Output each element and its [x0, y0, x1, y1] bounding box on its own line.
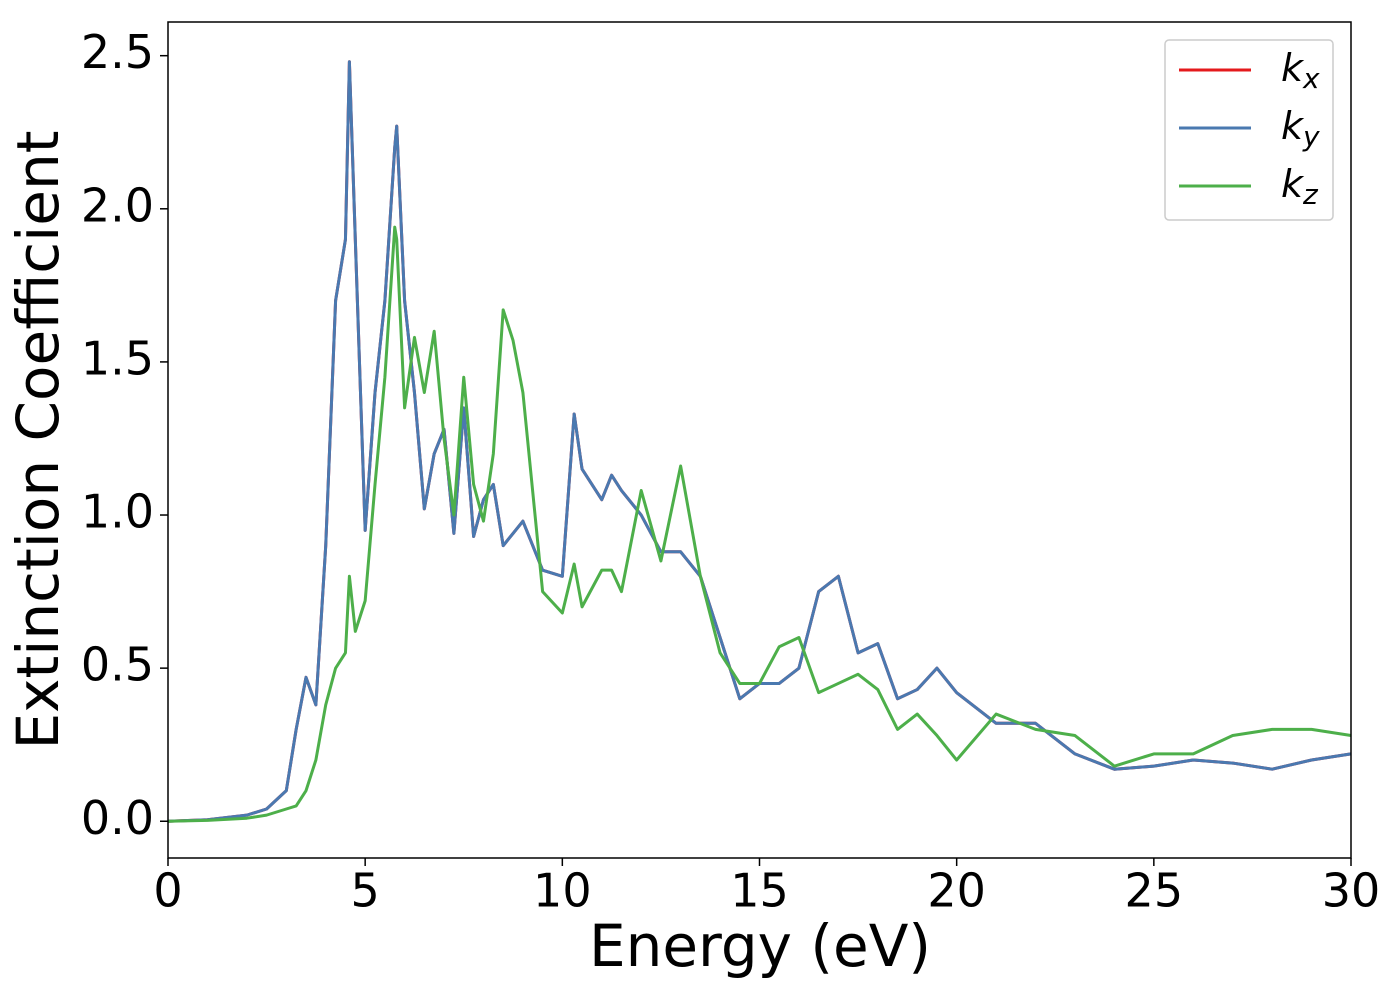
y-tick-label: 2.5 — [81, 25, 154, 79]
y-tick-label: 1.5 — [81, 331, 154, 385]
x-tick-label: 15 — [730, 864, 789, 918]
data-line — [167, 225, 1352, 823]
x-tick-label: 0 — [153, 864, 182, 918]
x-axis-label: Energy (eV) — [589, 912, 931, 980]
y-tick-label: 0.0 — [81, 791, 154, 845]
y-tick-label: 1.0 — [81, 485, 154, 539]
legend-label: kz — [1281, 162, 1319, 212]
x-tick-label: 25 — [1125, 864, 1184, 918]
x-tick-label: 20 — [927, 864, 986, 918]
legend-label: kx — [1281, 46, 1320, 96]
x-tick-label: 10 — [533, 864, 592, 918]
legend-box — [1164, 39, 1334, 221]
x-tick-label: 30 — [1322, 864, 1381, 918]
y-axis-label: Extinction Coefficient — [4, 131, 72, 750]
x-tick-label: 5 — [351, 864, 380, 918]
legend-label: ky — [1281, 104, 1320, 154]
plot-frame — [167, 21, 1352, 859]
y-tick-label: 2.0 — [81, 178, 154, 232]
y-tick-label: 0.5 — [81, 638, 154, 692]
data-line — [167, 60, 1352, 823]
